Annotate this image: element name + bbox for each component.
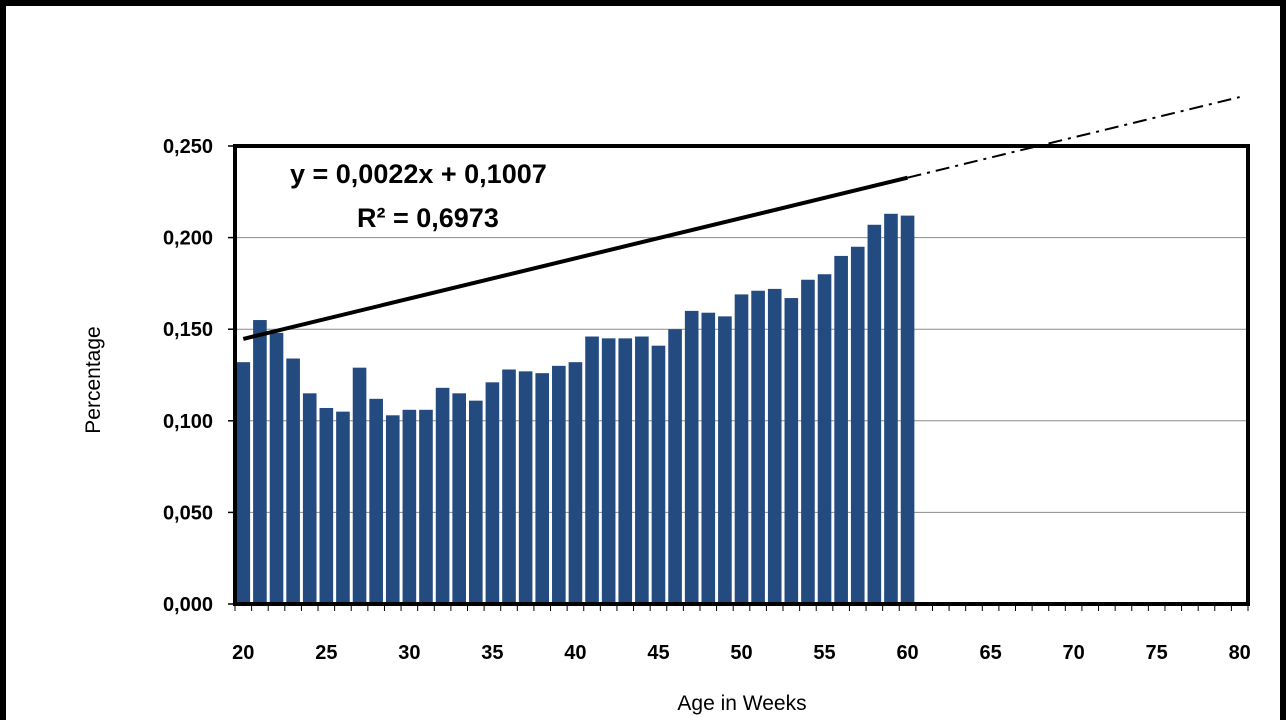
x-tick-label: 30	[398, 642, 420, 664]
bar	[385, 415, 400, 604]
plot-area-border	[233, 144, 1250, 606]
x-tick-label: 80	[1229, 642, 1251, 664]
bar	[817, 274, 832, 604]
x-tick-label: 75	[1146, 642, 1168, 664]
axes	[233, 144, 1250, 606]
y-axis-title: Percentage	[82, 326, 105, 433]
bar	[850, 246, 865, 604]
trendline-fit	[242, 175, 909, 341]
bar	[751, 290, 765, 604]
bar	[518, 371, 533, 604]
bar	[286, 358, 300, 604]
bar	[884, 213, 898, 604]
bar	[867, 224, 882, 604]
bar	[253, 320, 267, 604]
y-tick-labels: 0,000 0,050 0,100 0,150 0,200 0,250	[163, 136, 235, 616]
bar	[319, 407, 334, 604]
bar	[618, 338, 633, 604]
bar	[635, 336, 649, 604]
bar	[302, 393, 317, 604]
bar	[801, 279, 815, 604]
bar	[435, 387, 450, 604]
bar	[601, 338, 616, 604]
y-tick-label: 0,150	[163, 319, 213, 341]
x-tick-label: 20	[232, 642, 254, 664]
trendline-forecast	[907, 96, 1240, 179]
bar	[651, 345, 666, 604]
bars	[236, 213, 915, 605]
bar	[568, 362, 583, 604]
y-tick-label: 0,100	[163, 411, 213, 433]
x-tick-label: 50	[730, 642, 752, 664]
bar	[552, 365, 566, 604]
x-tick-label: 25	[315, 642, 337, 664]
bar	[684, 310, 699, 604]
x-tick-labels: 20 25 30 35 40 45 50 55 60 65 70 75 80	[232, 604, 1251, 664]
bar	[419, 409, 433, 604]
bar	[784, 298, 799, 604]
trendline-r-squared: R² = 0,6973	[357, 203, 499, 233]
bar	[834, 255, 848, 605]
bar	[701, 312, 716, 604]
x-tick-label: 40	[564, 642, 586, 664]
x-tick-label: 35	[481, 642, 503, 664]
trendline	[242, 96, 1240, 341]
bar	[502, 369, 516, 604]
x-tick-label: 65	[979, 642, 1001, 664]
bar	[535, 373, 550, 604]
bar	[236, 362, 251, 604]
bar	[585, 336, 599, 604]
x-tick-label: 70	[1063, 642, 1085, 664]
bar	[767, 288, 782, 604]
bar	[900, 215, 915, 604]
bar	[402, 409, 417, 604]
bar	[468, 400, 483, 604]
x-tick-label: 45	[647, 642, 669, 664]
y-tick-label: 0,000	[163, 594, 213, 616]
bar	[352, 367, 367, 604]
y-tick-label: 0,250	[163, 136, 213, 158]
x-axis-title: Age in Weeks	[677, 692, 806, 715]
bar	[485, 382, 500, 604]
bar	[369, 398, 383, 604]
y-tick-label: 0,050	[163, 502, 213, 524]
x-tick-label: 60	[896, 642, 918, 664]
trendline-equation: y = 0,0022x + 0,1007	[290, 159, 547, 189]
x-tick-label: 55	[813, 642, 835, 664]
y-tick-label: 0,200	[163, 228, 213, 250]
bar	[734, 294, 749, 604]
bar	[269, 332, 284, 604]
bar	[668, 329, 682, 604]
bar	[452, 393, 466, 604]
bar	[718, 316, 732, 604]
bar	[336, 411, 350, 604]
